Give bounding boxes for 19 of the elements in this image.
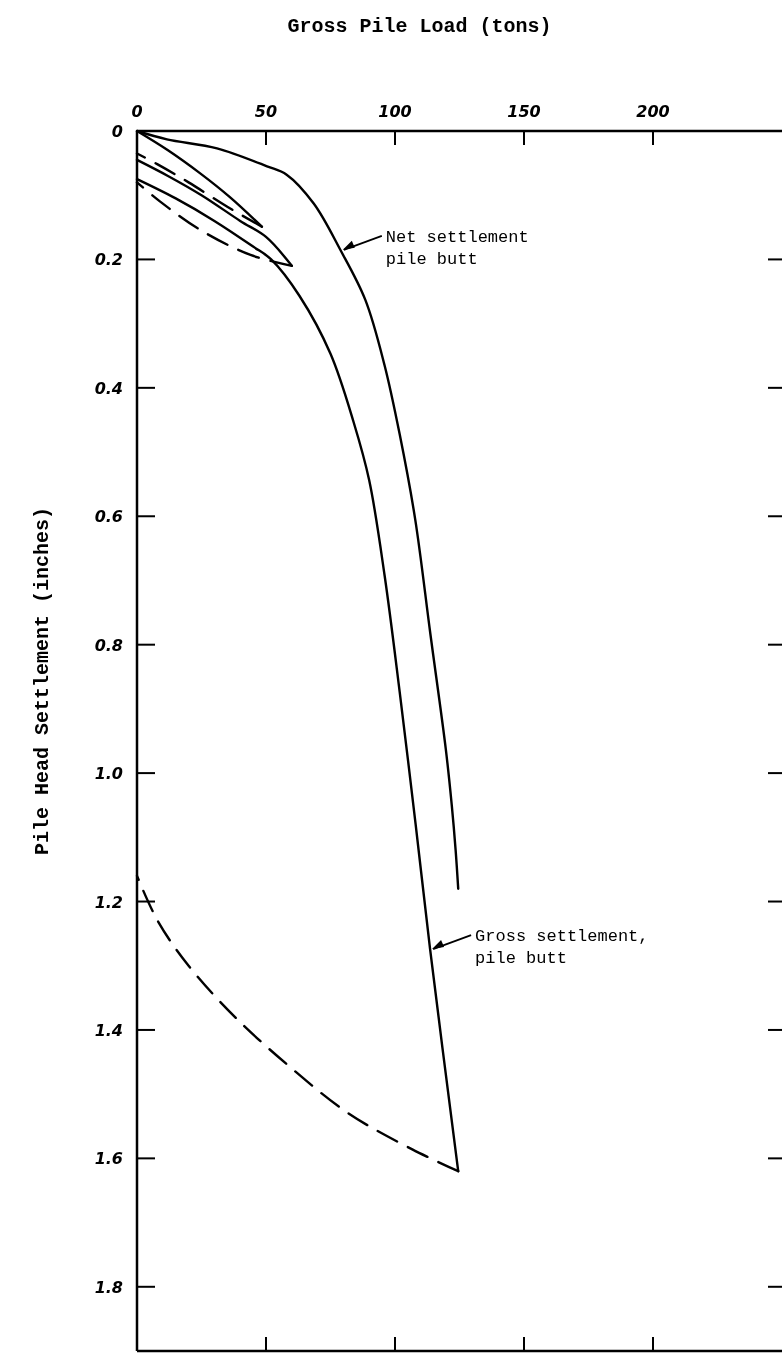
annotation: Gross settlement, pile butt	[475, 927, 649, 969]
x-axis-title: Gross Pile Load (tons)	[287, 15, 552, 38]
x-tick-label: 150	[507, 102, 541, 121]
x-tick-label: 0	[131, 102, 143, 121]
y-tick-label: 1.8	[94, 1277, 123, 1297]
y-tick-label: 1.4	[94, 1020, 123, 1040]
y-tick-label: 0.8	[94, 635, 123, 655]
y-tick-label: 1.2	[94, 892, 123, 912]
y-tick-label: 1.6	[94, 1149, 123, 1169]
y-tick-label: 0.2	[94, 250, 123, 270]
y-axis-title: Pile Head Settlement (inches)	[31, 506, 54, 856]
y-tick-label: 1.0	[94, 764, 123, 784]
y-tick-label: 0	[111, 122, 123, 141]
y-tick-label: 0.6	[94, 507, 123, 527]
x-tick-label: 200	[636, 102, 670, 121]
y-tick-label: 0.4	[94, 378, 123, 398]
x-tick-label: 50	[254, 102, 278, 121]
annotation: Net settlement pile butt	[385, 227, 529, 269]
x-tick-label: 100	[378, 102, 412, 121]
